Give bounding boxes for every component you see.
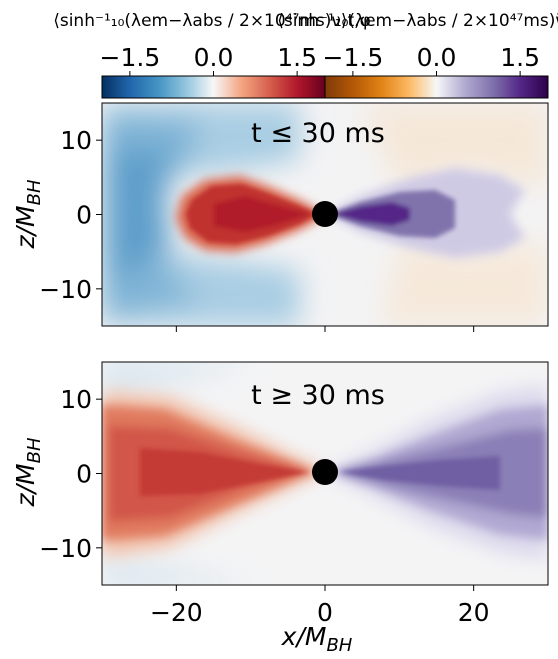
panel-bottom: t ≥ 30 ms z/MBH x/MBH 10 0 −10 −20 0 20	[11, 361, 549, 656]
panel-bottom-xlabel: x/MBH	[281, 622, 353, 656]
y-tick-label: −10	[39, 275, 92, 304]
x-tick-label: 20	[458, 598, 490, 627]
colorbar-nu-label: ⟨sinh⁻¹₁₀(λem−λabs / 2×10⁴⁷ms)ν⟩t,φ	[53, 11, 371, 31]
y-tick-label: 10	[60, 126, 92, 155]
y-tick-label: 10	[60, 385, 92, 414]
panel-top-xticks	[175, 326, 475, 332]
black-hole-top	[312, 201, 338, 227]
panel-top: t ≤ 30 ms z/MBH 10 0 −10	[11, 102, 549, 332]
colorbar-nubar-ticks: −1.5 0.0 1.5	[323, 43, 540, 76]
colorbar-tick-label: 0.0	[194, 43, 234, 72]
panel-top-yticks: 10 0 −10	[39, 126, 102, 304]
panel-top-ylabel: z/MBH	[11, 179, 45, 249]
colorbar-tick-label: 1.5	[500, 43, 540, 72]
y-tick-label: 0	[76, 201, 92, 230]
colorbar-tick-label: −1.5	[323, 43, 384, 72]
colorbar-nu: ⟨sinh⁻¹₁₀(λem−λabs / 2×10⁴⁷ms)ν⟩t,φ −1.5…	[53, 11, 371, 99]
panel-bottom-yticks: 10 0 −10	[39, 385, 102, 563]
colorbar-tick-label: 0.0	[417, 43, 457, 72]
colorbar-nubar-gradient	[324, 75, 549, 99]
y-tick-label: 0	[76, 460, 92, 489]
colorbar-nubar: ⟨sinh⁻¹₁₀(λem−λabs / 2×10⁴⁷ms)ν̄⟩t,φ −1.…	[277, 11, 558, 99]
x-tick-label: 0	[317, 598, 333, 627]
colorbar-nubar-label: ⟨sinh⁻¹₁₀(λem−λabs / 2×10⁴⁷ms)ν̄⟩t,φ	[277, 11, 558, 31]
x-tick-label: −20	[150, 598, 203, 627]
panel-bottom-ylabel: z/MBH	[11, 437, 45, 507]
colorbar-nu-gradient	[101, 75, 326, 99]
panel-bottom-annotation: t ≥ 30 ms	[251, 380, 385, 411]
colorbar-nu-ticks: −1.5 0.0 1.5	[100, 43, 317, 76]
black-hole-bottom	[312, 459, 338, 485]
colorbar-tick-label: 1.5	[277, 43, 317, 72]
panel-bottom-xticks: −20 0 20	[150, 585, 490, 627]
y-tick-label: −10	[39, 534, 92, 563]
panel-top-annotation: t ≤ 30 ms	[251, 118, 385, 149]
colorbar-tick-label: −1.5	[100, 43, 161, 72]
